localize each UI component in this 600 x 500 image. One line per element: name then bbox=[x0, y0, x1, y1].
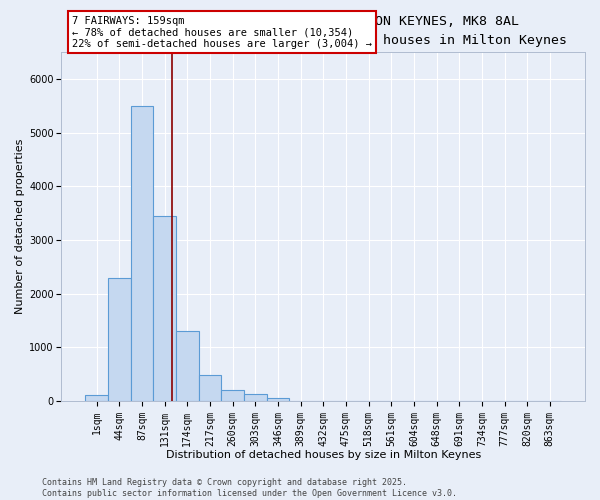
Text: Contains HM Land Registry data © Crown copyright and database right 2025.
Contai: Contains HM Land Registry data © Crown c… bbox=[42, 478, 457, 498]
Bar bbox=[131, 106, 153, 401]
Bar bbox=[221, 390, 244, 401]
Bar bbox=[266, 398, 289, 401]
Y-axis label: Number of detached properties: Number of detached properties bbox=[15, 139, 25, 314]
Bar bbox=[153, 216, 176, 401]
X-axis label: Distribution of detached houses by size in Milton Keynes: Distribution of detached houses by size … bbox=[166, 450, 481, 460]
Bar bbox=[199, 374, 221, 401]
Title: 7, FAIRWAYS, TWO MILE ASH, MILTON KEYNES, MK8 8AL
Size of property relative to d: 7, FAIRWAYS, TWO MILE ASH, MILTON KEYNES… bbox=[79, 15, 567, 47]
Bar bbox=[108, 278, 131, 401]
Text: 7 FAIRWAYS: 159sqm
← 78% of detached houses are smaller (10,354)
22% of semi-det: 7 FAIRWAYS: 159sqm ← 78% of detached hou… bbox=[72, 16, 372, 49]
Bar bbox=[244, 394, 266, 401]
Bar bbox=[85, 396, 108, 401]
Bar bbox=[176, 331, 199, 401]
